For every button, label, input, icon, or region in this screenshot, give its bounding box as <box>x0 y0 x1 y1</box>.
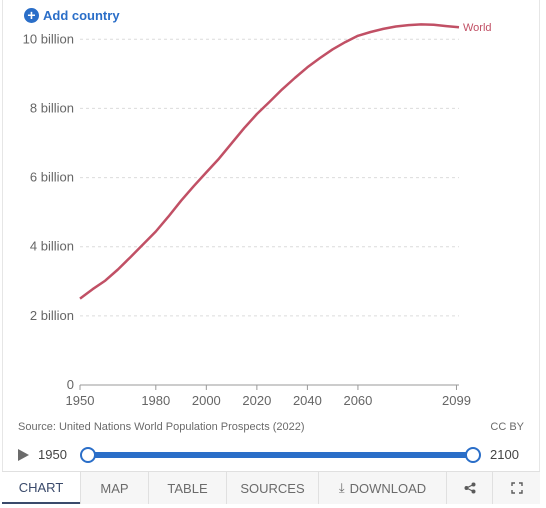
tab-bar: CHART MAP TABLE SOURCES ⤓ DOWNLOAD <box>2 471 540 504</box>
y-tick-label: 10 billion <box>23 31 74 46</box>
tab-chart-label: CHART <box>18 479 64 495</box>
plus-icon: + <box>24 7 39 23</box>
tab-table-label: TABLE <box>167 480 208 496</box>
timeline-start-handle[interactable] <box>80 447 96 463</box>
y-tick-label: 0 <box>67 377 74 392</box>
line-chart: 0 2 billion 4 billion 6 billion 8 billion 10 … <box>23 22 492 408</box>
tab-table[interactable]: TABLE <box>148 472 226 504</box>
tab-sources[interactable]: SOURCES <box>226 472 318 504</box>
add-country-button[interactable]: + Add country <box>24 6 120 24</box>
fullscreen-button[interactable] <box>492 472 540 504</box>
play-icon[interactable] <box>18 449 29 461</box>
series-line-world <box>79 23 460 300</box>
tab-sources-label: SOURCES <box>240 480 305 496</box>
tab-download[interactable]: ⤓ DOWNLOAD <box>318 472 446 504</box>
y-tick-label: 2 billion <box>30 308 74 323</box>
share-button[interactable] <box>446 472 492 504</box>
x-tick-label: 2060 <box>343 393 372 408</box>
source-note: Source: United Nations World Population … <box>18 421 305 433</box>
tab-chart[interactable]: CHART <box>2 472 80 504</box>
x-tick-label: 2040 <box>293 393 322 408</box>
add-country-label: Add country <box>43 7 120 23</box>
y-tick-label: 4 billion <box>30 239 74 254</box>
tab-map-label: MAP <box>100 480 129 496</box>
timeline-start-label: 1950 <box>38 447 67 462</box>
share-icon <box>464 482 475 494</box>
x-tick-label: 1980 <box>141 393 170 408</box>
timeline: 1950 2100 <box>0 443 546 467</box>
series-label-world: World <box>463 22 492 34</box>
license-link[interactable]: CC BY <box>490 421 524 433</box>
x-tick-label: 1950 <box>66 393 95 408</box>
timeline-track[interactable] <box>88 452 473 458</box>
tab-download-label: DOWNLOAD <box>349 480 427 496</box>
tab-map[interactable]: MAP <box>80 472 148 504</box>
timeline-end-handle[interactable] <box>465 447 481 463</box>
x-tick-label: 2000 <box>192 393 221 408</box>
x-tick-label: 2020 <box>242 393 271 408</box>
y-tick-label: 6 billion <box>30 170 74 185</box>
timeline-end-label: 2100 <box>490 447 519 462</box>
x-tick-label: 2099 <box>442 393 471 408</box>
fullscreen-icon <box>510 482 523 494</box>
download-icon: ⤓ <box>338 480 345 495</box>
y-tick-label: 8 billion <box>30 100 74 115</box>
